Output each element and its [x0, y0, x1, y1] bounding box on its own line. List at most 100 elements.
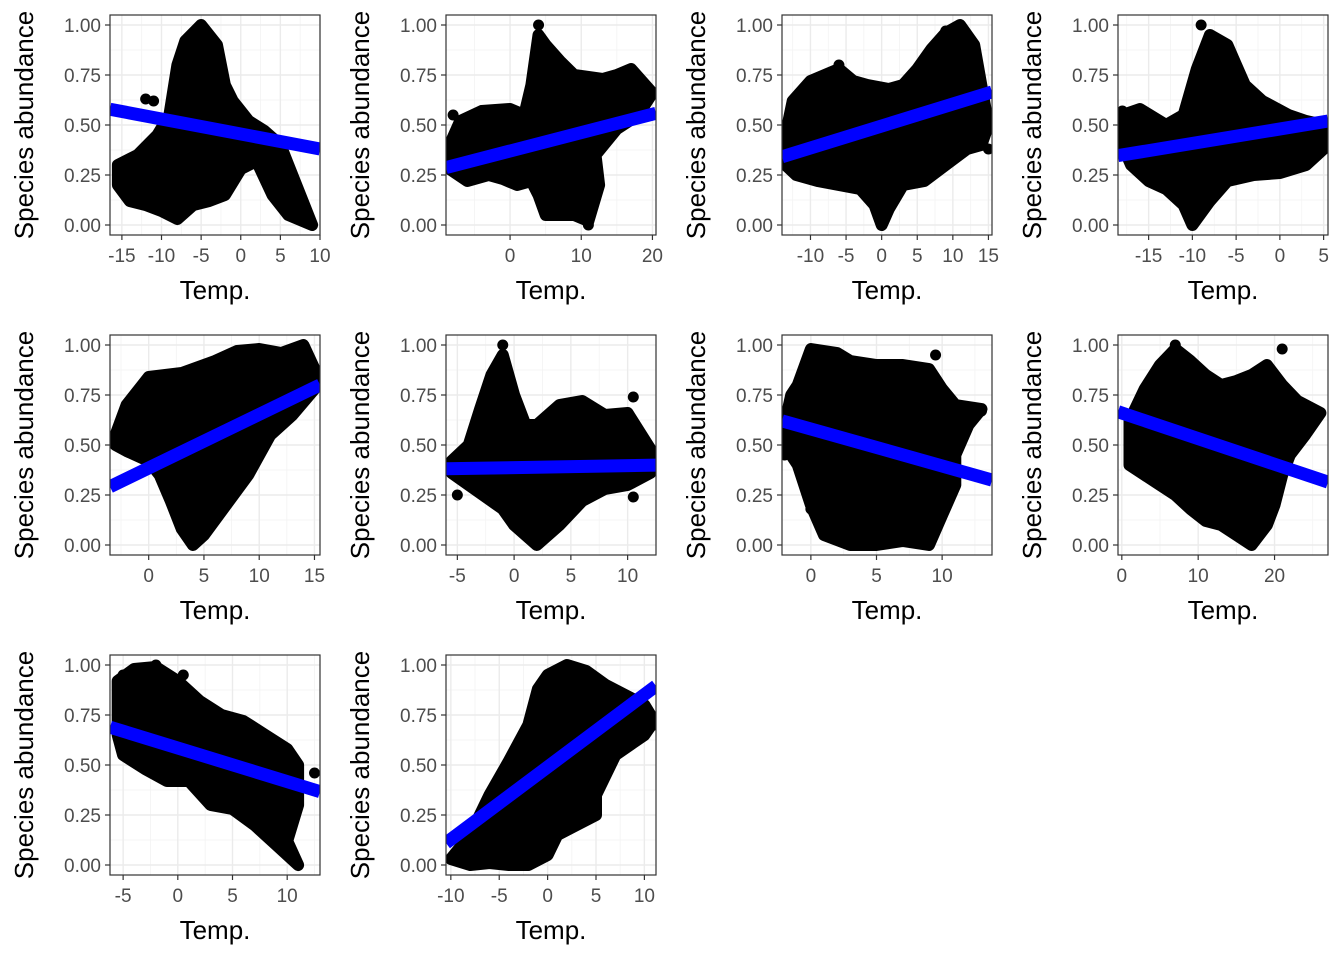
data-point [1186, 219, 1198, 231]
data-point [219, 109, 231, 121]
x-tick-label: 5 [227, 886, 238, 907]
data-point [627, 391, 639, 403]
data-point [582, 219, 594, 231]
regression-line [782, 414, 992, 487]
data-point [833, 59, 845, 71]
data-point [982, 143, 992, 155]
x-axis-title: Temp. [852, 595, 923, 625]
y-tick-label: 0.50 [400, 436, 437, 457]
data-point [282, 199, 294, 211]
data-point [497, 339, 509, 351]
y-tick-label: 0.50 [1072, 436, 1109, 457]
y-tick-label: 1.00 [64, 16, 101, 37]
data-point [179, 49, 191, 61]
y-tick-label: 0.00 [1072, 216, 1109, 237]
x-axis-title: Temp. [1188, 275, 1259, 305]
scatter-panel: 0.00 0.25 0.50 0.75 1.00 -15 -10 -5 0 5 10 Temp. Spe… [9, 11, 331, 305]
x-tick-label: -10 [148, 246, 175, 267]
y-tick-label: 0.50 [64, 756, 101, 777]
x-tick-label: 10 [617, 566, 638, 587]
data-point [805, 503, 817, 515]
scatter-panel: 0.00 0.25 0.50 0.75 1.00 -10 -5 0 5 10 Temp. Specie… [345, 651, 657, 945]
point-cloud [1118, 29, 1328, 231]
data-point [568, 203, 580, 215]
y-tick-label: 1.00 [400, 16, 437, 37]
y-tick-label: 0.75 [400, 706, 437, 727]
y-tick-label: 0.25 [64, 486, 101, 507]
data-point [1276, 343, 1288, 355]
x-tick-label: 5 [871, 566, 882, 587]
x-tick-label: 10 [634, 886, 655, 907]
data-point [625, 63, 637, 75]
y-tick-label: 0.25 [736, 486, 773, 507]
y-axis-title: Species abundance [345, 651, 375, 879]
data-point [876, 219, 888, 231]
x-axis-title: Temp. [516, 275, 587, 305]
y-tick-label: 0.00 [400, 856, 437, 877]
y-axis-title: Species abundance [9, 651, 39, 879]
x-tick-label: -5 [1228, 246, 1245, 267]
data-point [148, 95, 160, 107]
y-tick-label: 0.25 [64, 806, 101, 827]
y-axis-title: Species abundance [345, 331, 375, 559]
point-cloud [446, 349, 656, 551]
data-point [930, 349, 942, 361]
y-axis-title: Species abundance [681, 11, 711, 239]
regression-line [110, 102, 320, 156]
data-point [1169, 339, 1181, 351]
data-point [792, 379, 804, 391]
y-tick-label: 0.00 [64, 216, 101, 237]
data-point [195, 19, 207, 31]
x-tick-label: 0 [876, 246, 887, 267]
regression-line [446, 106, 656, 174]
x-axis-title: Temp. [516, 915, 587, 945]
data-point [253, 343, 265, 355]
x-tick-label: 10 [277, 886, 298, 907]
data-point [187, 159, 199, 171]
data-point [308, 369, 320, 381]
data-point [451, 489, 463, 501]
x-axis-title: Temp. [180, 275, 251, 305]
y-tick-label: 0.00 [64, 856, 101, 877]
y-tick-label: 0.75 [64, 386, 101, 407]
x-axis-title: Temp. [180, 595, 251, 625]
x-tick-label: 0 [1275, 246, 1286, 267]
y-tick-label: 0.50 [400, 756, 437, 777]
x-tick-label: 0 [1117, 566, 1128, 587]
y-tick-label: 0.25 [64, 166, 101, 187]
x-tick-label: 0 [509, 566, 520, 587]
x-tick-label: -5 [449, 566, 466, 587]
data-point [627, 491, 639, 503]
data-point [782, 449, 791, 461]
y-tick-label: 1.00 [64, 336, 101, 357]
y-tick-label: 0.25 [1072, 166, 1109, 187]
data-point [447, 109, 459, 121]
y-tick-label: 0.25 [1072, 486, 1109, 507]
data-point [150, 659, 162, 671]
data-point [954, 19, 966, 31]
x-tick-label: 0 [173, 886, 184, 907]
x-tick-label: 5 [566, 566, 577, 587]
y-tick-label: 1.00 [400, 656, 437, 677]
y-tick-label: 0.75 [64, 706, 101, 727]
y-tick-label: 0.25 [400, 166, 437, 187]
y-axis-title: Species abundance [9, 11, 39, 239]
x-tick-label: -10 [797, 246, 824, 267]
regression-line [782, 85, 992, 164]
y-tick-label: 0.00 [736, 536, 773, 557]
x-tick-label: 15 [304, 566, 325, 587]
y-tick-label: 0.75 [400, 386, 437, 407]
data-point [116, 179, 128, 191]
x-tick-label: 5 [1318, 246, 1329, 267]
scatter-panel: 0.00 0.25 0.50 0.75 1.00 -15 -10 -5 0 5 Temp. Speci… [1017, 11, 1329, 305]
x-tick-label: -15 [108, 246, 135, 267]
x-tick-label: 0 [806, 566, 817, 587]
data-point [117, 669, 129, 681]
y-axis-title: Species abundance [345, 11, 375, 239]
data-point [1195, 19, 1207, 31]
y-tick-label: 0.00 [400, 536, 437, 557]
regression-line [446, 680, 656, 849]
